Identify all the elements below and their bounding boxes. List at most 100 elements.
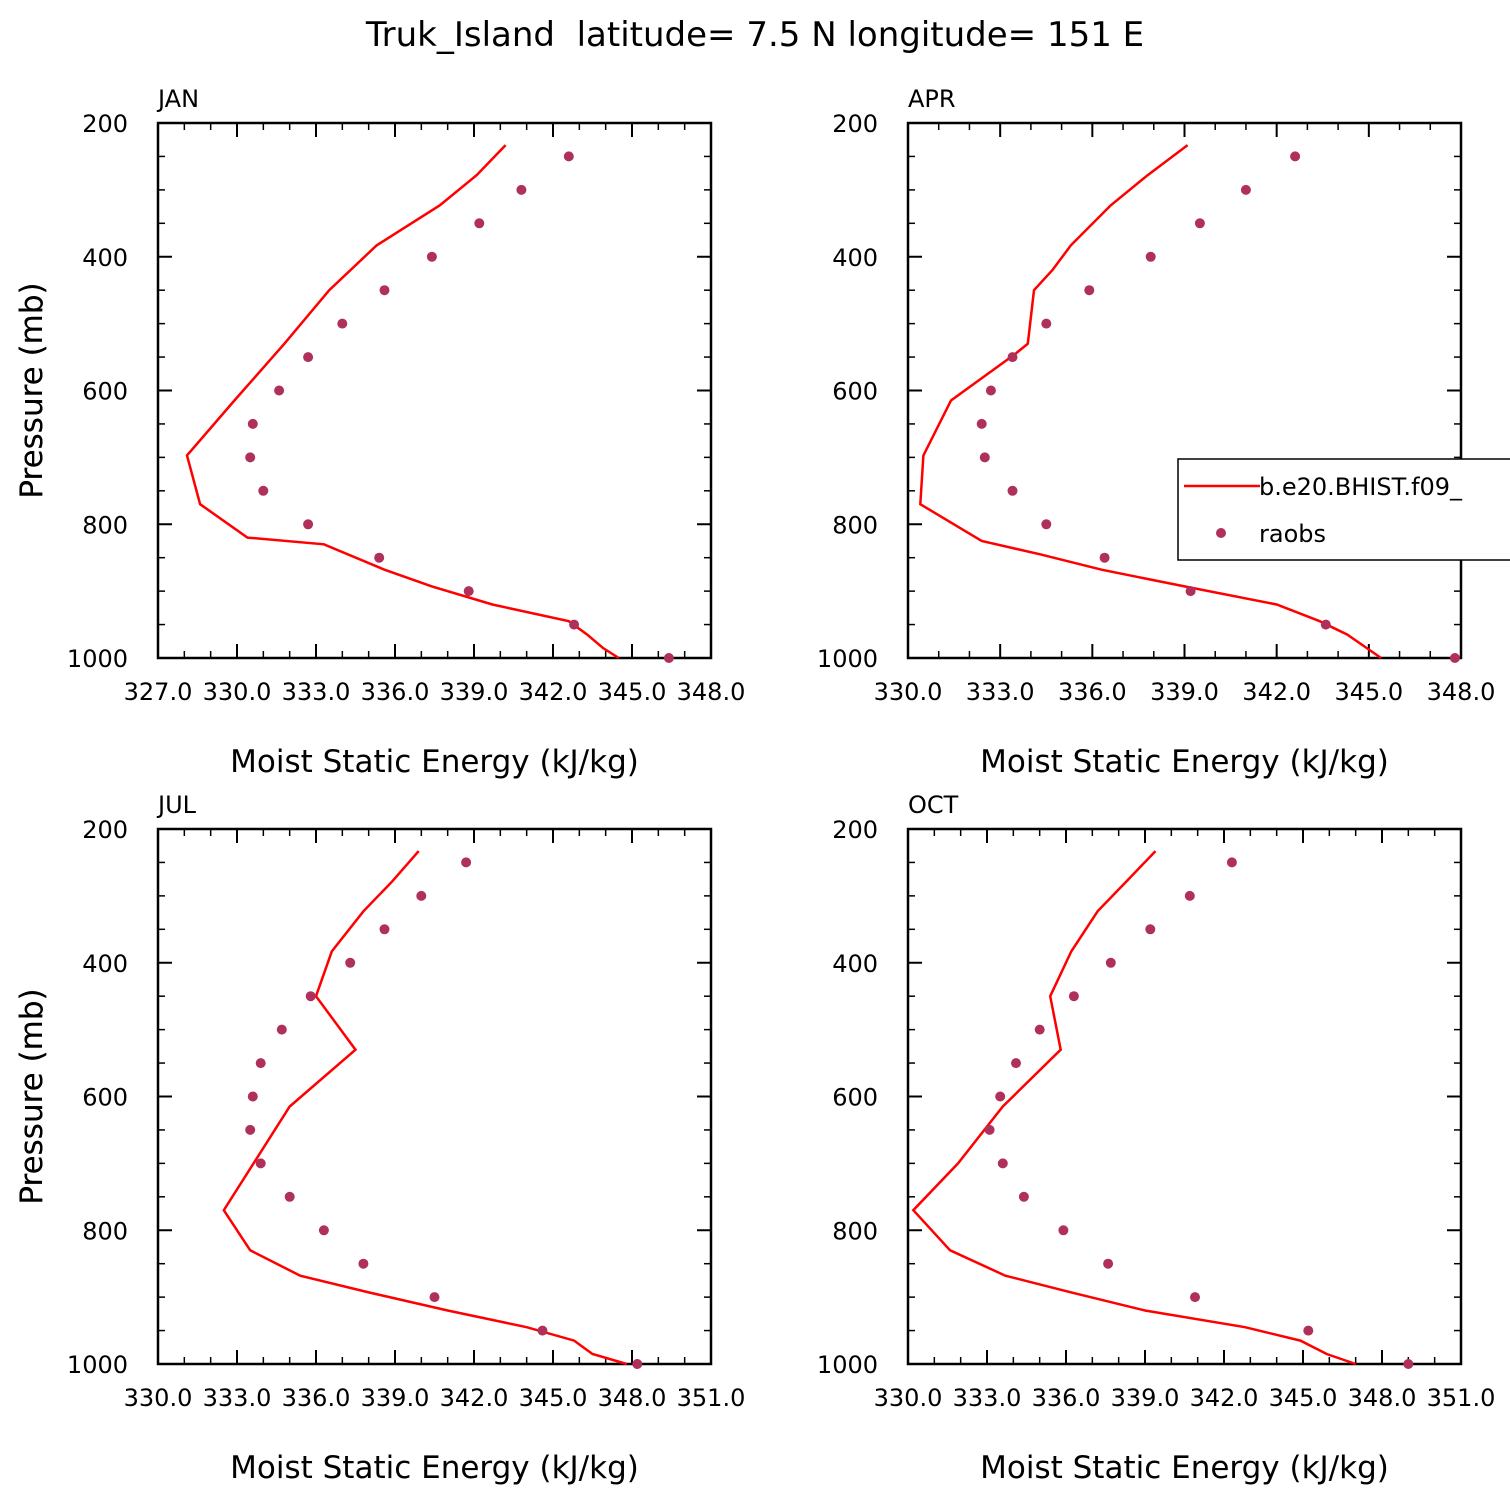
x-tick-label: 333.0 [203,1384,272,1412]
data-point-raobs [976,418,987,429]
y-tick-label: 1000 [67,1351,128,1379]
x-tick-label: 336.0 [1032,1384,1101,1412]
data-point-raobs [1185,586,1196,597]
y-tick-label: 800 [82,511,128,539]
x-tick-label: 348.0 [1427,678,1496,706]
data-point-raobs [663,653,674,663]
data-point-raobs [1103,1258,1114,1269]
data-point-raobs [1105,957,1116,968]
plot-frame [906,827,1463,1366]
data-point-raobs [1007,352,1018,363]
data-point-raobs [1145,251,1156,262]
data-point-raobs [374,552,385,563]
panels: JAN 200 400 600 800 1000 327.0 330.0 333.0 336.0 3… [14,85,1495,1486]
data-point-raobs [245,452,256,463]
x-tick-label: 345.0 [1334,678,1403,706]
x-tick-label: 336.0 [282,1384,351,1412]
data-point-raobs [429,1292,440,1303]
y-tick-label: 1000 [67,645,128,673]
data-point-raobs [1320,619,1331,630]
data-point-raobs [1058,1225,1069,1236]
legend-obs-marker [1216,528,1226,538]
x-tick-label: 339.0 [1111,1384,1180,1412]
data-point-raobs [416,890,427,901]
panel-label: OCT [908,791,959,819]
data-point-raobs [255,1058,266,1069]
y-tick-label: 400 [832,244,878,272]
data-point-raobs [276,1024,287,1035]
chart-panel-apr: APR 200 400 600 800 1000 330.0 333.0 336.0 339.0 3… [14,85,1495,780]
chart-panel-jan: JAN 200 400 600 800 1000 327.0 330.0 333.0 336.0 3… [14,85,745,780]
x-tick-label: 342.0 [440,1384,509,1412]
panel-label: APR [908,85,956,113]
x-tick-label: 330.0 [203,678,272,706]
x-tick-label: 333.0 [953,1384,1022,1412]
data-point-raobs [1041,318,1052,329]
chart-panel-jul: JUL 200 400 600 800 1000 330.0 333.0 336.0 339.0 3… [14,791,745,1486]
series-line-model [919,144,1382,660]
y-tick-label: 200 [832,110,878,138]
data-point-raobs [247,1091,258,1102]
data-point-raobs [979,452,990,463]
panel-label: JAN [156,85,199,113]
data-point-raobs [1240,184,1251,195]
x-axis-title: Moist Static Energy (kJ/kg) [980,1450,1389,1486]
data-point-raobs [995,1091,1006,1102]
series-line-model [911,850,1357,1366]
x-tick-label: 330.0 [874,678,943,706]
data-point-raobs [284,1191,295,1202]
data-point-raobs [1190,1292,1200,1303]
data-point-raobs [1403,1359,1414,1369]
y-axis-title: Pressure (mb) [14,282,50,498]
y-tick-label: 200 [832,816,878,844]
data-point-raobs [1007,485,1018,496]
data-point-raobs [303,352,314,363]
data-point-raobs [1011,1058,1021,1069]
legend-model-label: b.e20.BHIST.f09_ [1259,473,1463,501]
data-point-raobs [1449,653,1460,663]
data-point-raobs [345,957,356,968]
data-point-raobs [1034,1024,1045,1035]
data-point-raobs [379,285,390,296]
data-point-raobs [474,218,485,229]
x-tick-label: 348.0 [598,1384,667,1412]
x-tick-label: 336.0 [1058,678,1127,706]
x-tick-label: 333.0 [966,678,1035,706]
figure-title: Truk_Island latitude= 7.5 N longitude= 1… [365,15,1144,55]
series-line-model [185,144,620,660]
y-tick-label: 800 [832,1217,878,1245]
data-point-raobs [379,924,390,935]
data-point-raobs [305,991,316,1002]
x-tick-label: 348.0 [1348,1384,1417,1412]
y-tick-label: 800 [82,1217,128,1245]
data-point-raobs [516,184,527,195]
data-point-raobs [569,619,580,630]
data-point-raobs [258,485,269,496]
data-point-raobs [1041,519,1052,530]
x-tick-label: 330.0 [874,1384,943,1412]
y-tick-label: 600 [832,378,878,406]
series-line-model [222,850,628,1366]
x-tick-label: 339.0 [1150,678,1219,706]
x-axis-title: Moist Static Energy (kJ/kg) [230,1450,639,1486]
legend-box [1177,458,1510,561]
legend-obs-label: raobs [1259,520,1326,548]
x-tick-label: 327.0 [124,678,193,706]
x-tick-label: 342.0 [1242,678,1311,706]
y-tick-label: 600 [82,378,128,406]
panel-label: JUL [156,791,197,819]
data-point-raobs [1226,857,1237,868]
y-axis-title: Pressure (mb) [14,988,50,1204]
data-point-raobs [318,1225,329,1236]
x-tick-label: 342.0 [1190,1384,1259,1412]
data-point-raobs [563,151,574,162]
data-point-raobs [632,1359,643,1369]
data-point-raobs [461,857,472,868]
x-tick-label: 330.0 [124,1384,193,1412]
plot-frame [156,121,713,660]
x-tick-label: 351.0 [677,1384,746,1412]
data-point-raobs [1068,991,1079,1002]
x-tick-label: 342.0 [519,678,588,706]
y-tick-label: 400 [82,244,128,272]
